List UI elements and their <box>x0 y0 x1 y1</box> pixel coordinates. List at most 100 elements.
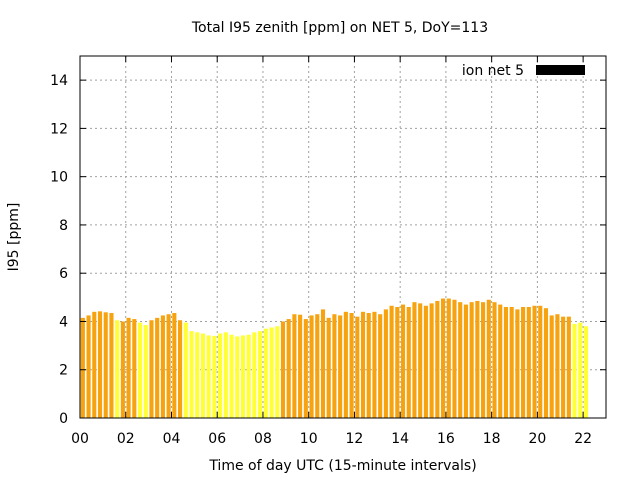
bar <box>115 320 120 418</box>
bar <box>212 335 217 418</box>
bar <box>183 322 188 418</box>
legend-label: ion net 5 <box>462 63 524 79</box>
bar <box>235 336 240 418</box>
bar <box>240 335 246 418</box>
bar <box>400 304 406 418</box>
bar <box>292 314 297 418</box>
bar <box>206 335 211 418</box>
bar <box>137 322 143 418</box>
x-tick-label: 14 <box>391 431 409 447</box>
bar <box>549 315 554 418</box>
y-tick-label: 6 <box>59 266 68 282</box>
y-tick-label: 0 <box>59 411 68 427</box>
bar <box>263 328 268 418</box>
plot-frame <box>79 55 607 419</box>
bar <box>463 304 468 418</box>
x-tick-label: 16 <box>437 431 455 447</box>
bar <box>572 323 577 418</box>
x-tick-label: 02 <box>117 431 135 447</box>
bar <box>418 303 423 418</box>
bar <box>155 317 160 418</box>
x-axis-label: Time of day UTC (15-minute intervals) <box>208 458 476 474</box>
bar <box>246 334 251 418</box>
bar <box>143 325 148 418</box>
x-tick-label: 08 <box>254 431 272 447</box>
x-tick-label: 12 <box>346 431 364 447</box>
bar <box>555 314 560 418</box>
bar <box>481 302 486 418</box>
bar <box>332 314 337 418</box>
legend: ion net 5 <box>462 63 585 79</box>
bar <box>366 313 371 418</box>
bar <box>315 314 320 418</box>
chart-title: Total I95 zenith [ppm] on NET 5, DoY=113 <box>191 20 488 36</box>
x-tick-label: 06 <box>208 431 226 447</box>
bar <box>326 317 331 418</box>
y-tick-label: 14 <box>50 73 68 89</box>
bar <box>189 331 194 418</box>
bar <box>561 316 566 418</box>
bar <box>269 327 274 418</box>
bar <box>275 326 280 418</box>
bar <box>566 316 571 418</box>
y-tick-label: 10 <box>50 170 68 186</box>
y-tick-label: 8 <box>59 218 68 234</box>
bar <box>440 298 446 418</box>
x-tick-label: 04 <box>163 431 181 447</box>
bar <box>526 306 531 418</box>
legend-swatch <box>536 65 585 75</box>
bar <box>509 306 514 418</box>
x-tick-label: 10 <box>300 431 318 447</box>
bar <box>492 302 497 418</box>
bar <box>252 332 257 418</box>
bar <box>229 334 234 418</box>
bar <box>303 319 308 418</box>
x-tick-label: 18 <box>483 431 501 447</box>
bar <box>172 313 177 418</box>
bar <box>543 308 549 418</box>
bar <box>360 311 366 418</box>
bar <box>120 321 125 418</box>
bar <box>320 309 326 418</box>
bar <box>429 303 434 418</box>
bar <box>349 313 354 418</box>
bar <box>521 306 526 418</box>
bar <box>126 317 131 418</box>
bar <box>97 311 103 418</box>
bar <box>423 305 428 418</box>
y-axis-label: I95 [ppm] <box>6 203 22 272</box>
bar <box>583 326 589 418</box>
x-tick-label: 20 <box>528 431 546 447</box>
bar <box>149 320 154 418</box>
bar <box>280 321 286 418</box>
bar <box>109 313 114 418</box>
bar <box>486 299 491 418</box>
bar <box>475 300 480 418</box>
bar <box>218 333 223 418</box>
bars <box>80 298 589 418</box>
grid <box>80 56 606 418</box>
x-tick-label: 00 <box>71 431 89 447</box>
bar <box>538 305 543 418</box>
bar <box>383 309 388 418</box>
y-tick-label: 4 <box>59 314 68 330</box>
bar <box>338 315 343 418</box>
bar <box>223 332 228 418</box>
bar <box>309 315 314 418</box>
bar <box>446 298 451 418</box>
y-tick-label: 12 <box>50 121 68 137</box>
bar <box>435 300 440 418</box>
bar <box>412 302 417 418</box>
bar <box>166 314 171 418</box>
bar <box>195 332 200 418</box>
bar <box>515 309 520 418</box>
bar <box>389 305 394 418</box>
bar <box>372 311 377 418</box>
bar <box>298 314 303 418</box>
bar <box>343 311 348 418</box>
bar <box>498 304 503 418</box>
bar <box>452 299 457 418</box>
bar <box>532 305 537 418</box>
